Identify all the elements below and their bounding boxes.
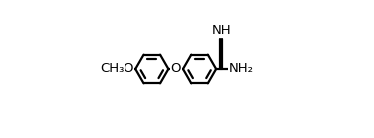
- Text: NH₂: NH₂: [229, 63, 254, 75]
- Text: CH₃: CH₃: [100, 63, 124, 75]
- Text: O: O: [171, 63, 181, 75]
- Text: O: O: [123, 63, 133, 75]
- Text: NH: NH: [212, 24, 231, 37]
